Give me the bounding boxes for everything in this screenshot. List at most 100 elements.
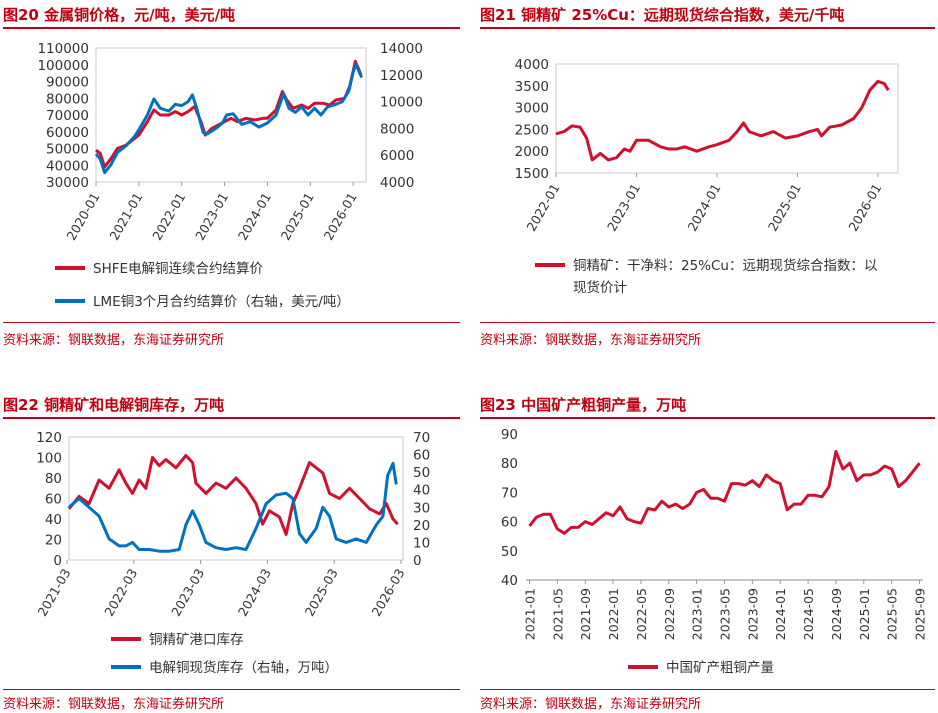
y-tick-label: 120: [36, 430, 62, 446]
y-tick-label: 60: [501, 515, 518, 531]
chart-panel-copper-inventory: 图22 铜精矿和电解铜库存，万吨 120 100 80 60 40 20 0 70 60 50 40…: [3, 390, 460, 713]
y-tick-label: 70: [501, 485, 518, 501]
x-tick-label: 2023-01: [192, 190, 231, 243]
x-tick-label: 2024-09: [829, 588, 844, 640]
chart-panel-blister-copper-output: 图23 中国矿产粗铜产量，万吨 90 80 70 60 50 40 2021-01 2021-…: [480, 390, 935, 713]
y-tick-label: 90000: [46, 75, 89, 91]
y-tick-label: 70000: [46, 108, 89, 124]
legend-index-label: 现货价计: [573, 279, 627, 296]
y-tick-label: 2000: [515, 144, 549, 160]
chart-panel-copper-price: 图20 金属铜价格，元/吨，美元/吨 110000 100000 90000 8000…: [3, 0, 460, 360]
y-tick-label: 40: [45, 512, 62, 528]
y-tick-label: 50: [501, 544, 518, 560]
series-concentrate-line: [67, 454, 399, 536]
y2-tick-label: 10000: [380, 95, 423, 111]
x-tick-label: 2021-01: [522, 588, 537, 640]
series-index-line: [555, 79, 890, 162]
x-tick-label: 2021-05: [550, 588, 565, 640]
x-tick-label: 2023-05: [718, 588, 733, 640]
x-tick-label: 2026-01: [845, 181, 884, 234]
y-tick-label: 110000: [37, 41, 89, 57]
x-tick-label: 2025-01: [278, 190, 317, 243]
legend-shfe-label: SHFE电解铜连续合约结算价: [93, 261, 264, 277]
x-tick-label: 2023-09: [745, 588, 760, 640]
x-tick-label: 2025-09: [913, 588, 928, 640]
y2-tick-label: 40: [413, 483, 430, 499]
y-tick-label: 60000: [46, 125, 89, 141]
y-tick-label: 80: [45, 471, 62, 487]
x-tick-label: 2022-03: [101, 566, 140, 619]
y-tick-label: 80000: [46, 91, 89, 107]
y-tick-label: 30000: [46, 175, 89, 191]
chart-title: 图20 金属铜价格，元/吨，美元/吨: [3, 6, 236, 24]
x-tick-label: 2026-01: [321, 190, 360, 243]
y2-tick-label: 12000: [380, 68, 423, 84]
series-cathode-line: [68, 461, 398, 553]
x-tick-label: 2021-01: [106, 190, 145, 243]
y2-tick-label: 0: [413, 553, 422, 569]
title-rule: [3, 417, 460, 419]
x-tick-label: 2022-05: [634, 588, 649, 640]
source-rule: [480, 689, 935, 690]
x-tick-label: 2023-01: [690, 588, 705, 640]
x-tick-label: 2021-09: [578, 588, 593, 640]
source-note: 资料来源：钢联数据，东海证券研究所: [3, 697, 225, 712]
source-note: 资料来源：钢联数据，东海证券研究所: [480, 333, 702, 348]
series-lme-line: [94, 62, 364, 175]
source-rule: [3, 689, 460, 690]
y2-tick-label: 70: [413, 430, 430, 446]
y2-tick-label: 20: [413, 518, 430, 534]
y-tick-label: 0: [53, 553, 62, 569]
x-tick-label: 2025-01: [765, 181, 804, 234]
chart-title: 图22 铜精矿和电解铜库存，万吨: [3, 396, 225, 414]
x-tick-label: 2025-03: [302, 566, 341, 619]
source-note: 资料来源：钢联数据，东海证券研究所: [3, 333, 225, 348]
y-tick-label: 3500: [515, 79, 549, 95]
x-tick-label: 2024-05: [801, 588, 816, 640]
plot-frame: [68, 436, 404, 561]
chart-title: 图21 铜精矿 25%Cu：远期现货综合指数，美元/千吨: [480, 6, 845, 24]
y-tick-label: 100000: [37, 58, 89, 74]
y2-tick-label: 4000: [380, 175, 414, 191]
x-tick-label: 2026-03: [368, 566, 407, 619]
x-tick-label: 2025-05: [885, 588, 900, 640]
legend-concentrate-label: 铜精矿港口库存: [149, 632, 244, 648]
y-tick-label: 2500: [515, 122, 549, 138]
y2-tick-label: 10: [413, 535, 430, 551]
x-tick-label: 2024-01: [773, 588, 788, 640]
x-tick-label: 2022-01: [149, 190, 188, 243]
y-tick-label: 100: [36, 451, 62, 467]
chart-plot: 1100001000009000080000700006000050000400…: [37, 41, 423, 310]
legend-lme-label: LME铜3个月合约结算价（右轴，美元/吨）: [93, 294, 350, 310]
y2-tick-label: 50: [413, 465, 430, 481]
y-tick-label: 90: [501, 427, 518, 443]
x-tick-label: 2024-01: [235, 190, 274, 243]
title-rule: [3, 27, 460, 29]
x-tick-label: 2021-03: [34, 566, 73, 619]
y2-tick-label: 14000: [380, 41, 423, 57]
y-tick-label: 40000: [46, 158, 89, 174]
x-tick-label: 2025-01: [857, 588, 872, 640]
title-rule: [480, 27, 935, 29]
x-tick-label: 2024-03: [235, 566, 274, 619]
source-note: 资料来源：钢联数据，东海证券研究所: [480, 697, 702, 712]
y-tick-label: 4000: [515, 57, 549, 73]
chart-title: 图23 中国矿产粗铜产量，万吨: [480, 396, 687, 414]
y-tick-label: 1500: [515, 166, 549, 182]
y-tick-label: 20: [45, 533, 62, 549]
plot-frame: [95, 47, 367, 183]
x-tick-label: 2023-03: [168, 566, 207, 619]
x-tick-label: 2022-01: [523, 181, 562, 234]
legend-cathode-label: 电解铜现货库存（右轴，万吨）: [149, 659, 338, 676]
y-tick-label: 50000: [46, 142, 89, 158]
chart-panel-concentrate-index: 图21 铜精矿 25%Cu：远期现货综合指数，美元/千吨 4000 3500 300…: [480, 0, 935, 360]
legend-output-label: 中国矿产粗铜产量: [666, 660, 774, 676]
chart-plot: 90 80 70 60 50 40 2021-01 2021-05 2021-09 2022-01…: [501, 427, 928, 676]
x-tick-label: 2023-01: [604, 181, 643, 234]
series-output-line: [528, 450, 921, 535]
x-tick-label: 2020-01: [63, 190, 102, 243]
y2-tick-label: 60: [413, 448, 430, 464]
source-rule: [3, 322, 460, 323]
